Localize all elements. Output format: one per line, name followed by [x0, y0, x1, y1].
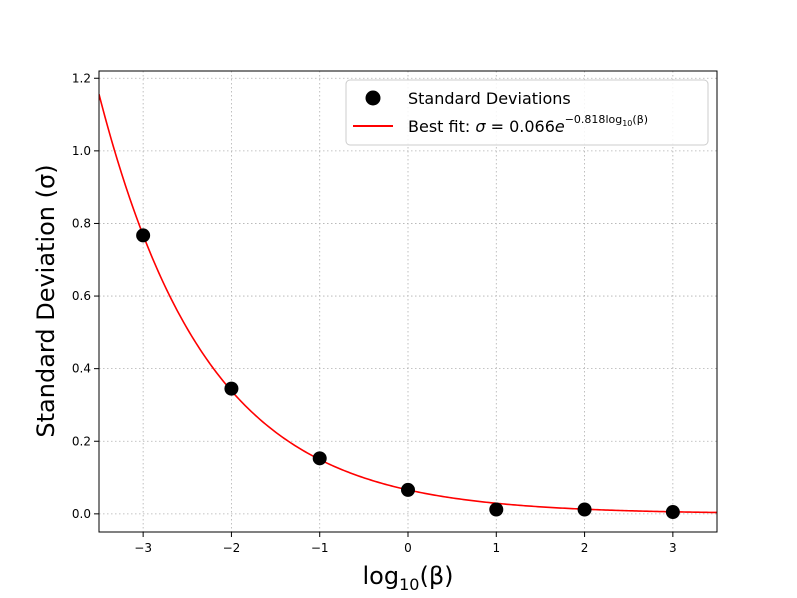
legend-fit-exp-sub: 10 — [622, 119, 632, 128]
legend-fit-label: Best fit: σ = 0.066e−0.818log10(β) — [408, 113, 648, 136]
y-tick-label: 0.0 — [72, 507, 91, 521]
scatter-point — [577, 502, 592, 517]
legend-scatter-marker — [365, 90, 381, 106]
x-tick-label: 3 — [669, 541, 677, 555]
x-tick-label: 1 — [492, 541, 500, 555]
scatter-point — [489, 502, 504, 517]
x-ticks: −3 −2 −1 0 1 2 3 — [134, 532, 677, 555]
x-tick-label: −1 — [311, 541, 329, 555]
legend-fit-sigma: σ — [475, 117, 486, 136]
x-axis-title-main: log — [363, 562, 400, 590]
x-axis-title: log10(β) — [363, 562, 454, 594]
legend-box — [345, 79, 709, 146]
x-tick-label: 2 — [581, 541, 589, 555]
scatter-point — [224, 381, 239, 396]
y-axis-title: Standard Deviation (σ) — [32, 164, 60, 437]
y-tick-label: 0.2 — [72, 434, 91, 448]
scatter-point — [665, 505, 680, 520]
legend-fit-exp-tail: (β) — [632, 113, 648, 126]
y-tick-label: 0.8 — [72, 216, 91, 230]
scatter-point — [312, 451, 327, 466]
legend: Standard Deviations Best fit: σ = 0.066e… — [345, 79, 709, 146]
legend-fit-exp-log: log — [605, 113, 622, 126]
x-tick-label: −2 — [223, 541, 241, 555]
scatter-points — [136, 228, 680, 520]
x-tick-label: −3 — [134, 541, 152, 555]
x-axis-title-tail: (β) — [419, 562, 453, 590]
y-ticks: 0.0 0.2 0.4 0.6 0.8 1.0 1.2 — [72, 71, 99, 521]
scatter-point — [401, 482, 415, 497]
legend-fit-exp-num: −0.818 — [565, 113, 606, 126]
legend-scatter-label: Standard Deviations — [408, 89, 571, 108]
scatter-point — [136, 228, 151, 243]
grid — [99, 71, 717, 532]
x-axis-title-sub: 10 — [399, 575, 419, 594]
y-tick-label: 1.2 — [72, 71, 91, 85]
x-tick-label: 0 — [404, 541, 412, 555]
y-tick-label: 0.4 — [72, 362, 91, 376]
y-tick-label: 1.0 — [72, 144, 91, 158]
y-tick-label: 0.6 — [72, 289, 91, 303]
legend-fit-eq: = 0.066 — [485, 117, 554, 136]
legend-fit-prefix: Best fit: — [408, 117, 475, 136]
legend-fit-e: e — [555, 117, 565, 136]
